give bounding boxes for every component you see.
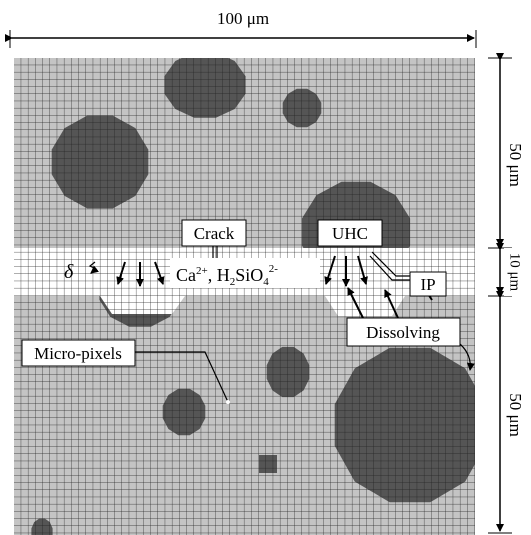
diagram: 100 μm 50 μm 10 μm 50 μm Crack UHC IP Di… bbox=[0, 0, 531, 535]
ip-label: IP bbox=[420, 275, 435, 294]
grid bbox=[14, 58, 475, 535]
dissolving-label: Dissolving bbox=[366, 323, 440, 342]
dim-label: 50 μm bbox=[506, 393, 525, 437]
delta-label: δ bbox=[64, 261, 74, 283]
dim-label: 10 μm bbox=[507, 253, 523, 292]
dim-label: 100 μm bbox=[217, 9, 269, 28]
uhc-label: UHC bbox=[332, 224, 368, 243]
ion-part: Ca bbox=[176, 265, 196, 285]
crack-label: Crack bbox=[194, 224, 235, 243]
ion-sup: 2- bbox=[269, 263, 279, 275]
ion-label: Ca2+, H2SiO42- bbox=[176, 263, 278, 288]
pointer-dot bbox=[226, 400, 230, 404]
dim-label: 50 μm bbox=[506, 143, 525, 187]
micro-pixels-label: Micro-pixels bbox=[34, 344, 122, 363]
ion-sub: 4 bbox=[263, 276, 269, 288]
ion-part: , H bbox=[208, 265, 230, 285]
ion-sup: 2+ bbox=[196, 265, 208, 277]
ion-part: SiO bbox=[235, 265, 263, 285]
